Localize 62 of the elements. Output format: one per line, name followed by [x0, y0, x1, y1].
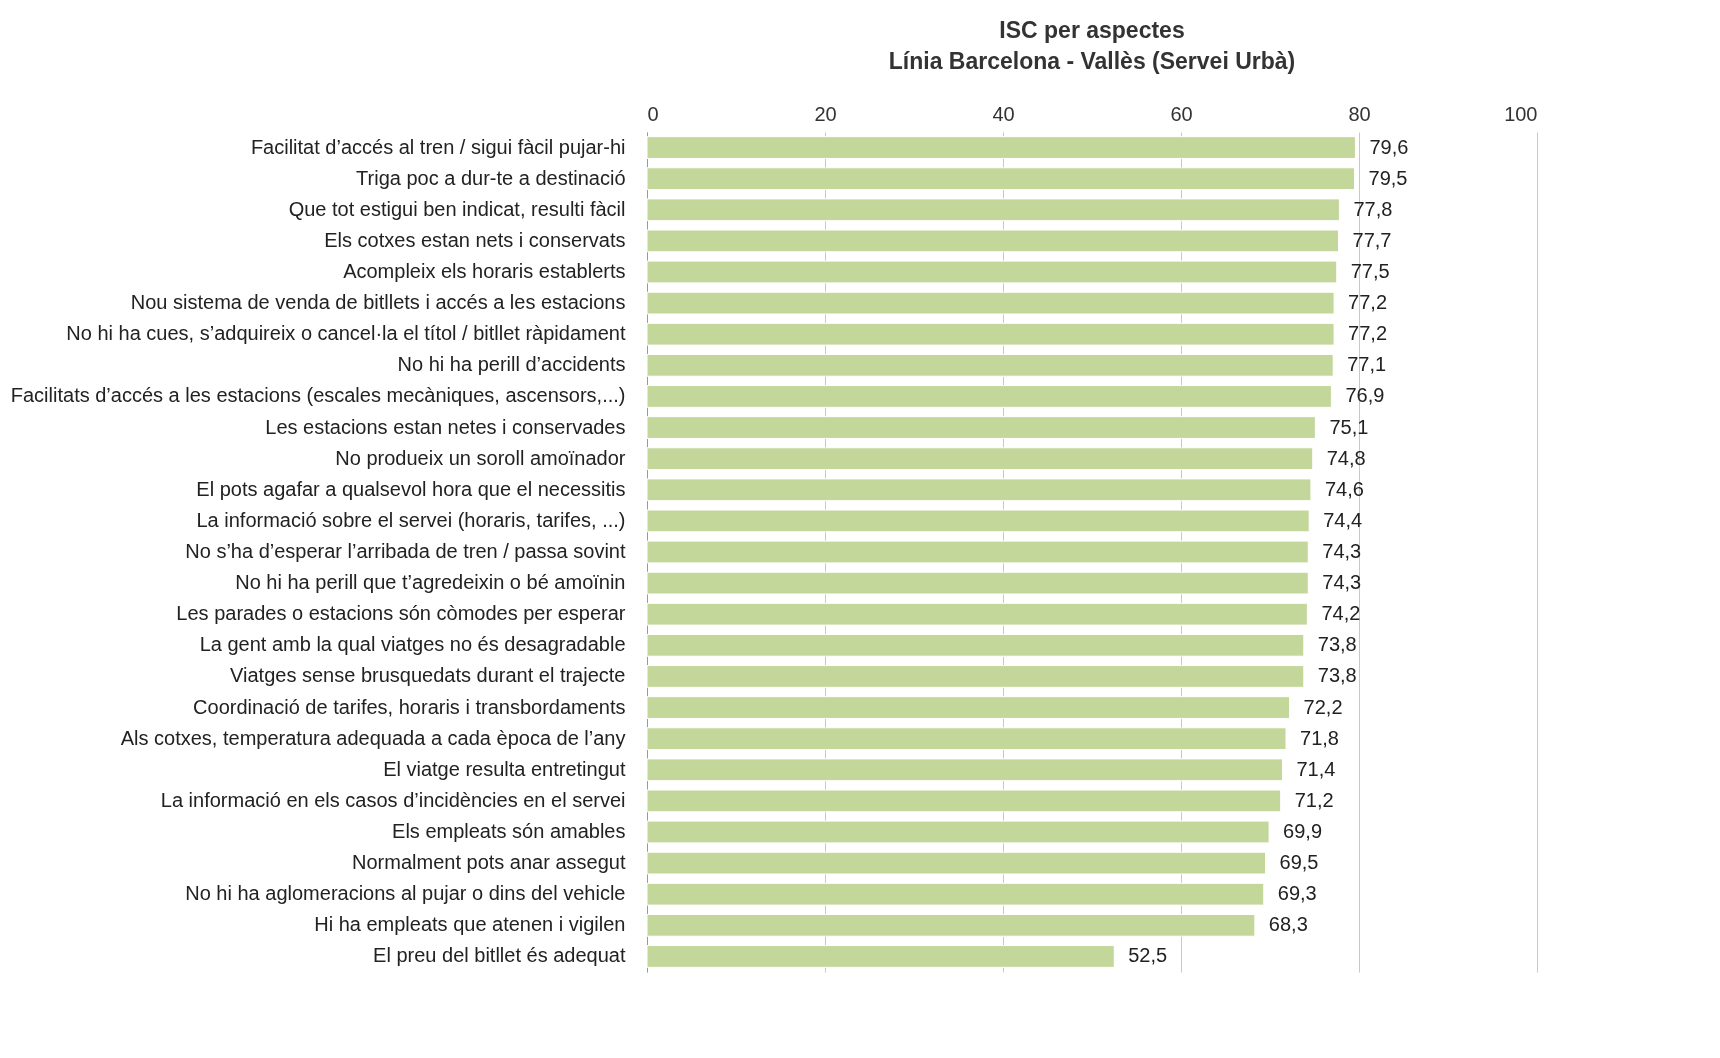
data-label: 71,2: [1294, 788, 1334, 811]
y-tick-label: Coordinació de tarifes, horaris i transbordaments: [193, 695, 626, 718]
chart-title: ISC per aspectes: [999, 17, 1185, 43]
y-tick-label: Als cotxes, temperatura adequada a cada època de l’any: [120, 726, 626, 749]
y-tick-label: La informació sobre el servei (horaris, tarifes, ...): [196, 508, 626, 531]
y-tick-label: El viatge resulta entretingut: [383, 757, 626, 780]
y-tick-label: No produeix un soroll amoïnador: [335, 446, 626, 469]
x-tick-label: 60: [1170, 102, 1193, 125]
x-tick-label: 80: [1348, 102, 1371, 125]
y-tick-label: Acompleix els horaris establerts: [343, 260, 626, 282]
data-label: 75,1: [1329, 415, 1369, 438]
y-tick-label: El preu del bitllet és adequat: [373, 944, 626, 967]
data-label: 79,6: [1369, 135, 1409, 158]
data-label: 73,8: [1317, 664, 1357, 687]
y-tick-label: Viatges sense brusquedats durant el trajecte: [230, 664, 626, 687]
data-label: 79,5: [1368, 166, 1408, 189]
data-label: 74,6: [1324, 477, 1364, 500]
y-tick-label: No hi ha cues, s’adquireix o cancel·la el títol / bitllet ràpidament: [66, 322, 626, 345]
y-tick-label: Que tot estigui ben indicat, resulti fàcil: [288, 197, 626, 220]
x-tick-label: 40: [992, 102, 1015, 125]
data-label: 74,2: [1321, 602, 1361, 625]
y-tick-label: Normalment pots anar assegut: [352, 851, 626, 874]
data-label: 77,8: [1353, 197, 1393, 220]
data-label: 77,2: [1348, 291, 1388, 314]
data-label: 68,3: [1268, 913, 1308, 936]
y-tick-label: La informació en els casos d’incidències en el servei: [160, 788, 626, 811]
data-label: 69,3: [1277, 882, 1317, 905]
y-tick-label: No hi ha perill d’accidents: [397, 353, 626, 376]
data-label: 77,2: [1348, 322, 1388, 345]
x-tick-label: 100: [1504, 102, 1538, 125]
chart-subtitle: Línia Barcelona - Vallès (Servei Urbà): [888, 48, 1296, 74]
y-tick-label: No s’ha d’esperar l’arribada de tren / passa sovint: [185, 540, 626, 562]
data-label: 72,2: [1303, 695, 1343, 718]
y-tick-label: No hi ha perill que t’agredeixin o bé amoïnin: [235, 571, 626, 594]
data-label: 77,5: [1350, 260, 1390, 282]
y-tick-label: Els empleats són amables: [392, 820, 626, 842]
y-tick-label: Triga poc a dur-te a destinació: [356, 166, 626, 189]
y-tick-label: Les estacions estan netes i conservades: [265, 415, 626, 438]
y-tick-label: Facilitat d’accés al tren / sigui fàcil pujar-hi: [250, 135, 626, 158]
y-tick-label: Facilitats d’accés a les estacions (escales mecàniques, ascensors,...): [10, 384, 626, 407]
data-label: 77,7: [1352, 228, 1392, 251]
y-tick-label: No hi ha aglomeracions al pujar o dins del vehicle: [185, 882, 626, 905]
x-tick-label: 0: [647, 102, 659, 125]
data-label: 71,8: [1300, 726, 1339, 749]
data-label: 74,3: [1322, 571, 1362, 594]
y-tick-label: La gent amb la qual viatges no és desagradable: [199, 633, 626, 656]
y-tick-label: Hi ha empleats que atenen i vigilen: [314, 913, 626, 936]
x-tick-label: 20: [814, 102, 837, 125]
data-label: 73,8: [1317, 633, 1357, 656]
data-label: 74,4: [1323, 508, 1363, 531]
data-label: 74,3: [1322, 540, 1362, 562]
data-label: 76,9: [1345, 384, 1385, 407]
data-label: 52,5: [1128, 944, 1168, 967]
y-tick-label: El pots agafar a qualsevol hora que el necessitis: [196, 477, 626, 500]
y-tick-label: Els cotxes estan nets i conservats: [324, 228, 626, 251]
y-tick-label: Nou sistema de venda de bitllets i accés a les estacions: [130, 291, 626, 314]
data-label: 74,8: [1326, 446, 1366, 469]
data-label: 69,5: [1279, 851, 1319, 874]
data-label: 69,9: [1283, 820, 1323, 842]
data-label: 77,1: [1347, 353, 1387, 376]
y-tick-label: Les parades o estacions són còmodes per esperar: [176, 602, 626, 625]
data-label: 71,4: [1296, 757, 1336, 780]
